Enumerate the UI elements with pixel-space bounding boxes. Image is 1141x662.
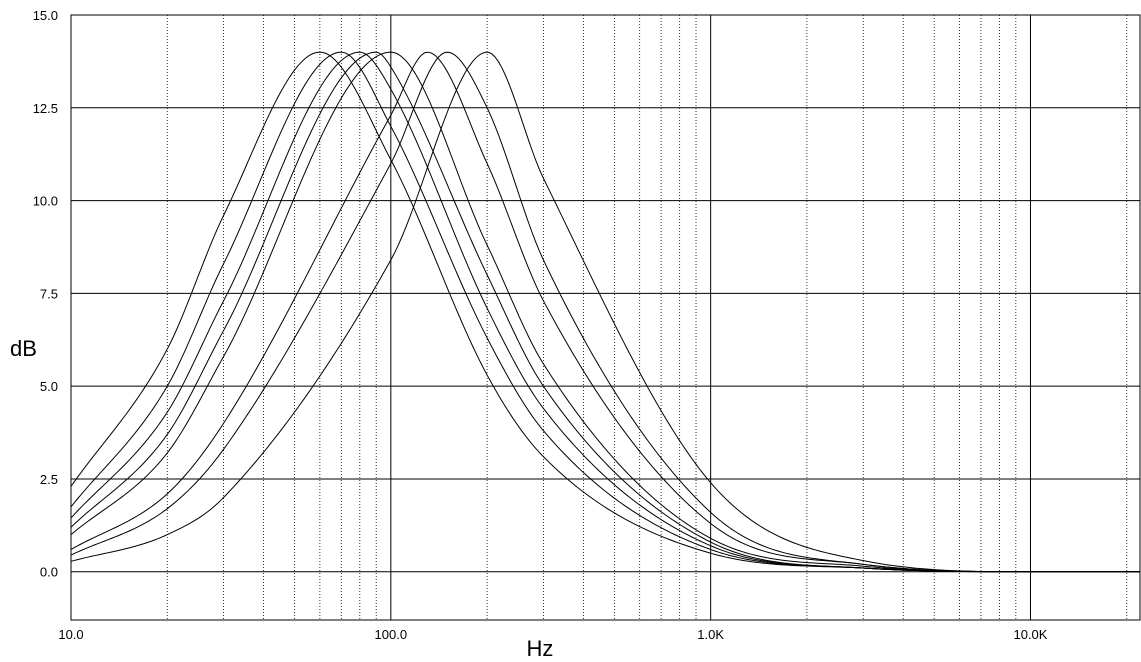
x-tick-label: 10.0K [1013,627,1047,642]
major-grid [70,14,1140,620]
x-tick-label: 1.0K [697,627,724,642]
x-tick-label: 100.0 [375,627,408,642]
y-tick-label: 2.5 [40,472,58,487]
x-tick-labels: 10.0 100.0 1.0K 10.0K [58,627,1047,642]
y-tick-label: 5.0 [40,379,58,394]
y-tick-label: 7.5 [40,286,58,301]
series-group [70,51,1140,573]
series-line-8 [70,51,1140,573]
y-axis-label: dB [10,336,37,361]
y-tick-label: 10.0 [33,194,58,209]
y-tick-label: 15.0 [33,8,58,23]
plot-area [71,15,1141,620]
y-tick-label: 12.5 [33,101,58,116]
plot-border [70,14,1141,621]
y-tick-label: 0.0 [40,565,58,580]
x-tick-label: 10.0 [58,627,83,642]
x-axis-label: Hz [527,636,554,661]
y-tick-labels: 0.0 2.5 5.0 7.5 10.0 12.5 15.0 [33,8,58,580]
